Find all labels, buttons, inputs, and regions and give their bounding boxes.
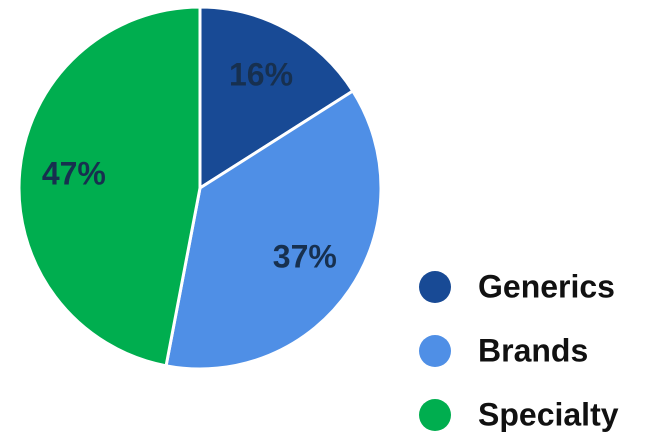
legend-label: Specialty [478, 396, 619, 432]
pie-slice [17, 5, 202, 368]
pie-slice [198, 5, 355, 191]
slice-label: 47% [42, 156, 106, 192]
slice-label: 37% [273, 239, 337, 275]
legend-swatch [419, 271, 451, 303]
legend-label: Generics [478, 268, 615, 304]
legend-label: Brands [478, 332, 588, 368]
pie-slice [164, 88, 383, 371]
legend-swatch [419, 335, 451, 367]
legend-swatch [419, 399, 451, 431]
slice-label: 16% [229, 56, 293, 92]
